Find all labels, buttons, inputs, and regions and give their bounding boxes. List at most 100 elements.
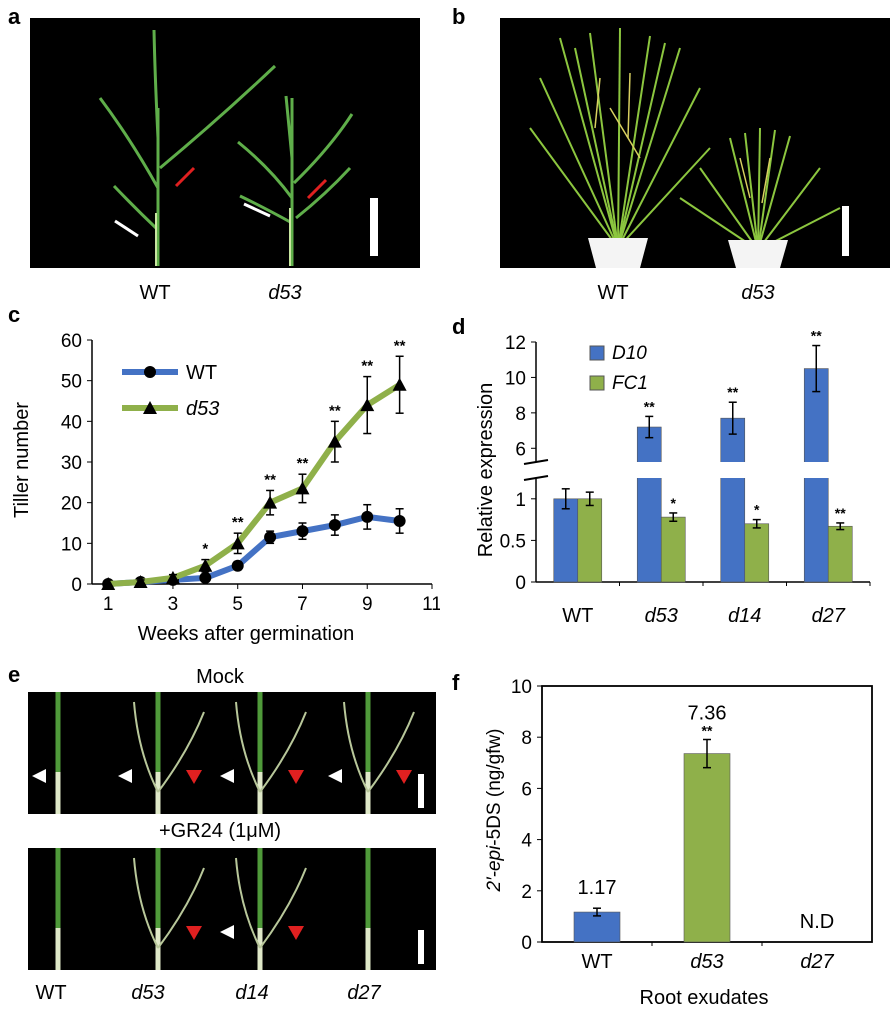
panel-e-caption-d53: d53 bbox=[131, 982, 165, 1004]
chart-f-bar bbox=[683, 753, 731, 943]
white-arrow-icon bbox=[328, 769, 342, 783]
chart-f-ylabel-rest: -5DS (ng/gfw) bbox=[484, 728, 505, 845]
chart-d-significance: ** bbox=[811, 328, 822, 344]
chart-c-legend-label-d53: d53 bbox=[186, 398, 219, 420]
tiller-right bbox=[157, 711, 205, 793]
panel-b-caption-d53: d53 bbox=[741, 282, 775, 304]
tiller-right bbox=[157, 867, 205, 949]
chart-c-xtick-label: 1 bbox=[103, 594, 114, 615]
panel-e-mock-photo bbox=[28, 692, 436, 814]
chart-d-bar-break-gap bbox=[803, 462, 830, 478]
chart-f-category-label: WT bbox=[581, 951, 612, 973]
chart-d-category-label: d14 bbox=[728, 605, 761, 627]
mock-seedlings-image bbox=[32, 692, 424, 814]
chart-d-bar-break-gap bbox=[636, 462, 663, 478]
chart-c-xtick-label: 7 bbox=[297, 594, 308, 615]
chart-d-bar-D10 bbox=[553, 498, 579, 583]
chart-f-ylabel-italic: 2′-epi bbox=[484, 845, 505, 893]
chart-c-point-d53 bbox=[327, 434, 342, 448]
chart-c-significance: ** bbox=[264, 471, 276, 488]
panel-d-label: d bbox=[452, 314, 466, 339]
chart-d-axis-break bbox=[523, 459, 549, 465]
panel-e-gr24-photo bbox=[28, 848, 436, 970]
chart-c-point-d53 bbox=[263, 495, 278, 509]
chart-d-ytick-label: 0.5 bbox=[500, 531, 526, 552]
tiller-left bbox=[343, 701, 369, 793]
chart-d-ytick-label: 1 bbox=[515, 490, 526, 511]
chart-c-ytick-label: 10 bbox=[61, 534, 82, 555]
chart-d-ytick-label: 8 bbox=[515, 404, 526, 425]
chart-d-significance: ** bbox=[644, 398, 655, 414]
chart-c-point-d53 bbox=[165, 570, 180, 584]
chart-d-category-label: WT bbox=[562, 605, 593, 627]
chart-c-point-WT bbox=[231, 559, 244, 572]
chart-d-legend-label-FC1: FC1 bbox=[612, 373, 648, 394]
chart-c-point-WT bbox=[361, 510, 374, 523]
tiller-right bbox=[367, 711, 415, 793]
chart-c-significance: ** bbox=[329, 402, 341, 419]
panel-a-caption-d53: d53 bbox=[268, 282, 302, 304]
chart-d-significance: * bbox=[671, 495, 677, 511]
red-arrow-icon bbox=[186, 770, 202, 784]
chart-c-ytick-label: 0 bbox=[71, 575, 82, 596]
tiller-right bbox=[259, 711, 307, 793]
panel-a-caption-wt: WT bbox=[139, 282, 171, 304]
chart-c-point-d53 bbox=[101, 577, 116, 590]
chart-d-significance: * bbox=[754, 502, 760, 518]
chart-c-point-d53 bbox=[133, 574, 148, 588]
panel-e-gr24-title: +GR24 (1μM) bbox=[158, 820, 282, 842]
red-arrow-icon bbox=[288, 926, 304, 940]
chart-d-legend-swatch-FC1 bbox=[589, 375, 605, 391]
chart-d-ytick-label: 10 bbox=[505, 368, 526, 389]
chart-c-xtick-label: 11 bbox=[422, 594, 440, 615]
chart-d-bar-D10 bbox=[636, 426, 662, 583]
chart-c-significance: ** bbox=[297, 455, 309, 472]
chart-c-ytick-label: 30 bbox=[61, 453, 82, 474]
chart-c-xtick-label: 5 bbox=[232, 594, 243, 615]
chart-c-point-d53 bbox=[360, 398, 375, 412]
panel-a-label: a bbox=[8, 4, 21, 29]
white-arrow-icon bbox=[32, 769, 46, 783]
chart-f-category-label: d27 bbox=[800, 951, 834, 973]
chart-d-ylabel: Relative expression bbox=[475, 383, 497, 558]
chart-f-bar bbox=[573, 911, 621, 943]
epi-5ds-chart: 2′-epi-5DS (ng/gfw) Root exudates 0 2 4 6 8 1… bbox=[484, 677, 873, 1009]
chart-c-significance: ** bbox=[232, 514, 244, 531]
chart-d-legend-swatch-D10 bbox=[589, 345, 605, 361]
chart-f-ytick-label: 0 bbox=[521, 933, 532, 954]
chart-c-xtick-label: 9 bbox=[362, 594, 373, 615]
scale-bar bbox=[418, 930, 424, 964]
chart-c-point-WT bbox=[264, 531, 277, 544]
chart-c-point-WT bbox=[328, 519, 341, 532]
chart-c-point-WT bbox=[296, 525, 309, 538]
red-arrow-icon bbox=[288, 770, 304, 784]
chart-d-axis-break bbox=[523, 475, 549, 481]
chart-c-point-d53 bbox=[295, 481, 310, 495]
chart-f-ytick-label: 6 bbox=[521, 779, 532, 800]
chart-c-xtick-label: 3 bbox=[168, 594, 179, 615]
tiller-right bbox=[259, 867, 307, 949]
chart-f-ylabel: 2′-epi-5DS (ng/gfw) bbox=[484, 728, 505, 892]
panel-c-label: c bbox=[8, 302, 21, 327]
tiller-number-chart: Tiller number Weeks after germination 01… bbox=[11, 331, 440, 645]
chart-d-ytick-label: 6 bbox=[515, 439, 526, 460]
chart-c-point-d53 bbox=[230, 536, 245, 550]
chart-c-ytick-label: 60 bbox=[61, 331, 82, 352]
panel-e-caption-d27: d27 bbox=[347, 982, 381, 1004]
panel-b-photo bbox=[500, 18, 890, 268]
white-arrow-icon bbox=[118, 769, 132, 783]
chart-d-category-label: d53 bbox=[645, 605, 678, 627]
chart-c-legend-label-WT: WT bbox=[186, 362, 217, 384]
chart-f-category-label: d53 bbox=[690, 951, 723, 973]
chart-f-value-label: 1.17 bbox=[578, 877, 617, 899]
panel-b-plants-image bbox=[529, 27, 849, 268]
tiller-left bbox=[235, 857, 261, 949]
chart-d-bar-FC1 bbox=[744, 523, 770, 583]
scale-bar bbox=[418, 774, 424, 808]
panel-e-caption-wt: WT bbox=[35, 982, 67, 1004]
chart-f-xlabel: Root exudates bbox=[640, 987, 769, 1009]
gr24-seedlings-image bbox=[55, 848, 424, 970]
chart-c-xlabel: Weeks after germination bbox=[138, 623, 354, 645]
panel-b-label: b bbox=[452, 4, 466, 29]
